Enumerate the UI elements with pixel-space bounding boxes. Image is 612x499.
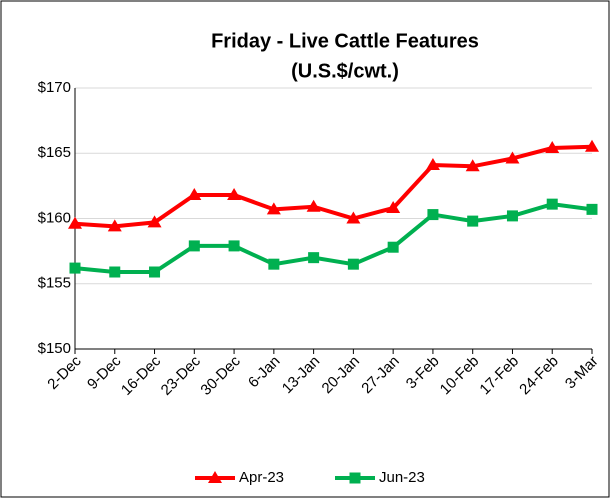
- point: [386, 201, 401, 214]
- point: [546, 198, 558, 210]
- point: [266, 202, 281, 215]
- point: [506, 210, 518, 222]
- point: [227, 188, 242, 201]
- point: [147, 215, 162, 228]
- point: [268, 258, 280, 270]
- point: [107, 219, 122, 232]
- point: [68, 216, 82, 229]
- point: [387, 241, 399, 253]
- chart-title: Friday - Live Cattle Features: [211, 30, 479, 52]
- line: [74, 144, 593, 229]
- point: [425, 157, 440, 170]
- point: [69, 262, 81, 274]
- y-tick-label: $165: [38, 144, 71, 161]
- chart-title: (U.S.$/cwt.): [291, 60, 399, 82]
- point: [545, 141, 560, 154]
- point: [465, 159, 480, 172]
- point: [467, 215, 479, 227]
- point: [308, 252, 320, 264]
- y-tick-label: $170: [38, 79, 71, 96]
- point: [505, 151, 520, 164]
- point: [346, 211, 361, 224]
- legend-label: Apr-23: [239, 469, 284, 486]
- legend-label: Jun-23: [379, 469, 425, 486]
- point: [109, 266, 121, 278]
- point: [427, 209, 439, 221]
- point: [306, 199, 321, 212]
- y-tick-label: $160: [38, 209, 71, 226]
- point: [349, 472, 361, 484]
- y-tick-label: $150: [38, 340, 71, 357]
- point: [149, 266, 161, 278]
- point: [347, 258, 359, 270]
- point: [208, 471, 222, 483]
- point: [228, 240, 240, 252]
- y-tick-label: $155: [38, 275, 71, 292]
- point: [585, 139, 599, 152]
- point: [187, 188, 202, 201]
- point: [586, 203, 598, 215]
- line: [74, 202, 593, 275]
- point: [188, 240, 200, 252]
